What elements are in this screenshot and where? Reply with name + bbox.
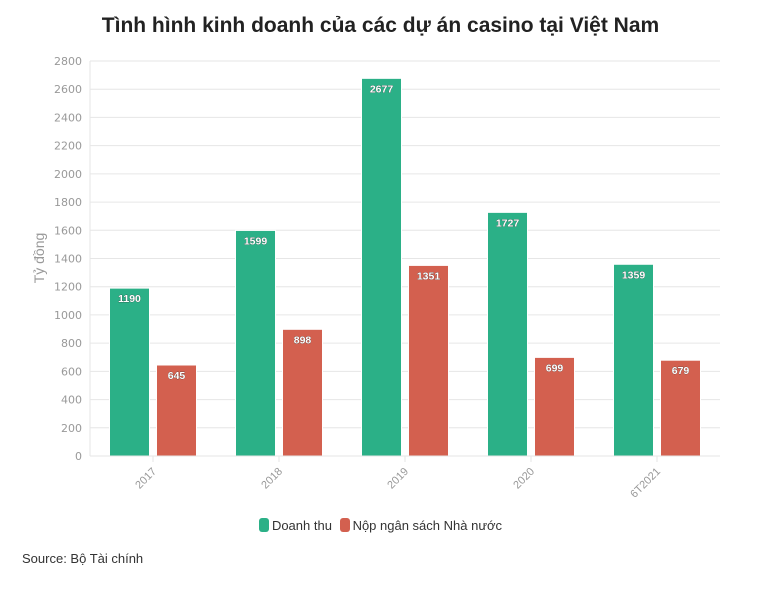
y-tick-label: 0 xyxy=(75,450,82,463)
y-tick-label: 1600 xyxy=(54,224,82,237)
bar xyxy=(613,263,654,457)
y-tick-label: 1000 xyxy=(54,309,82,322)
source-note: Source: Bộ Tài chính xyxy=(22,551,144,566)
legend-label: Nộp ngân sách Nhà nước xyxy=(352,518,503,533)
x-tick-label: 2020 xyxy=(511,466,537,492)
y-tick-label: 2800 xyxy=(54,55,82,68)
y-tick-label: 400 xyxy=(61,394,82,407)
y-tick-label: 1800 xyxy=(54,196,82,209)
legend-item-nop-ngan-sach[interactable]: Nộp ngân sách Nhà nước xyxy=(339,518,503,533)
legend-label: Doanh thu xyxy=(271,518,332,533)
x-tick-label: 2017 xyxy=(133,466,159,492)
data-label: 1190 xyxy=(118,293,141,305)
x-tick-label: 2019 xyxy=(385,466,411,492)
y-tick-label: 2000 xyxy=(54,168,82,181)
bar xyxy=(660,359,701,457)
data-label: 2677 xyxy=(370,83,394,95)
data-label: 645 xyxy=(168,370,186,382)
x-tick-label: 6T2021 xyxy=(628,466,663,501)
legend: Doanh thu Nộp ngân sách Nhà nước xyxy=(0,518,761,533)
y-tick-label: 2400 xyxy=(54,111,82,124)
y-axis-label: Tỷ đồng xyxy=(31,233,47,284)
bar xyxy=(109,287,150,457)
bar xyxy=(282,328,323,457)
y-tick-label: 200 xyxy=(61,422,82,435)
data-label: 1727 xyxy=(496,217,520,229)
legend-swatch xyxy=(339,518,350,532)
data-label: 898 xyxy=(294,334,312,346)
data-label: 1359 xyxy=(622,269,646,281)
y-tick-label: 2600 xyxy=(54,83,82,96)
y-tick-label: 1400 xyxy=(54,253,82,266)
data-label: 1599 xyxy=(244,235,268,247)
chart-title: Tình hình kinh doanh của các dự án casin… xyxy=(101,14,660,37)
bar xyxy=(487,211,528,457)
y-tick-label: 1200 xyxy=(54,281,82,294)
y-tick-label: 2200 xyxy=(54,140,82,153)
legend-item-doanh-thu[interactable]: Doanh thu xyxy=(258,518,332,533)
y-tick-label: 600 xyxy=(61,365,82,378)
bar xyxy=(408,264,449,457)
x-tick-label: 2018 xyxy=(259,466,285,492)
data-label: 699 xyxy=(546,362,564,374)
bar xyxy=(361,77,402,457)
bar xyxy=(534,356,575,457)
data-label: 1351 xyxy=(417,270,441,282)
y-tick-label: 800 xyxy=(61,337,82,350)
legend-swatch xyxy=(258,518,269,532)
bar xyxy=(235,229,276,457)
data-label: 679 xyxy=(672,365,690,377)
